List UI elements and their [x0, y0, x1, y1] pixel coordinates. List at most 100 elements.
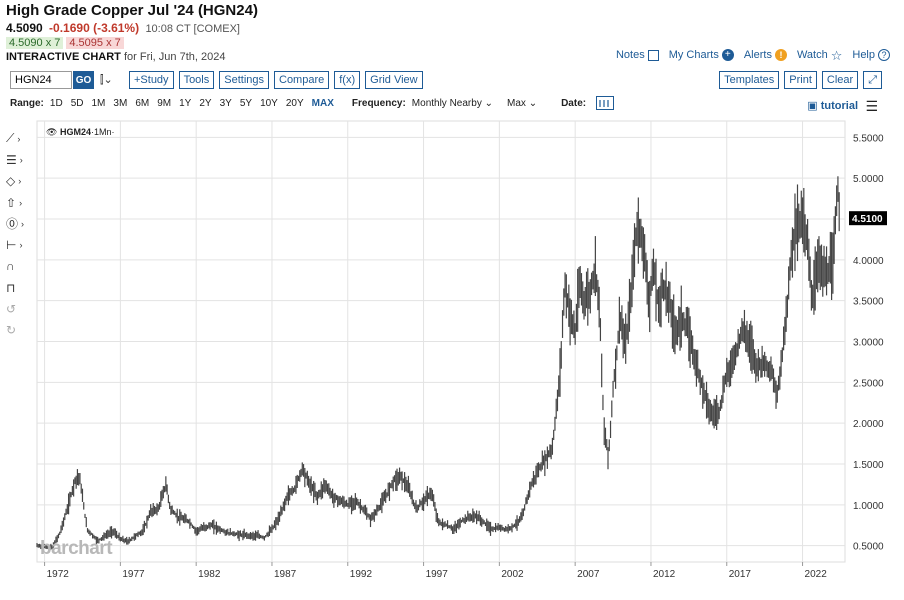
y-tick-label: 2.5000 [853, 378, 884, 389]
print-button[interactable]: Print [784, 71, 817, 89]
expand-button[interactable]: ⤢ [863, 71, 882, 89]
go-button[interactable]: GO [73, 71, 94, 89]
help-link[interactable]: Help? [852, 49, 890, 61]
range-option-3m[interactable]: 3M [113, 97, 128, 109]
ask-value: 4.5095 x 7 [66, 37, 124, 49]
chevron-down-icon: ⌄ [528, 97, 538, 109]
x-tick-label: 2007 [577, 569, 600, 580]
magnet-icon: ∩ [6, 259, 15, 274]
hamburger-menu-icon[interactable]: ☰ [865, 98, 878, 114]
help-label: Help [852, 49, 875, 61]
settings-button[interactable]: Settings [219, 71, 269, 89]
measure-tool[interactable]: ⊢ › [6, 234, 34, 255]
range-option-max[interactable]: MAX [311, 97, 334, 109]
tutorial-label: tutorial [820, 100, 858, 112]
range-options: 1D 5D 1M 3M 6M 9M 1Y 2Y 3Y 5Y 10Y 20Y MAX [50, 98, 342, 109]
range-option-6m[interactable]: 6M [135, 97, 150, 109]
notes-link[interactable]: Notes [616, 49, 659, 61]
chevron-right-icon: › [18, 176, 22, 187]
x-tick-label: 2022 [805, 569, 828, 580]
y-tick-label: 4.0000 [853, 256, 884, 267]
arrow-tool[interactable]: ⇧ › [6, 192, 34, 213]
chevron-right-icon: › [17, 133, 21, 144]
date-label: Date: [561, 97, 587, 109]
calendar-icon[interactable] [596, 96, 615, 110]
plus-icon: + [721, 49, 734, 61]
chevron-right-icon: › [21, 218, 25, 229]
x-tick-label: 1992 [350, 569, 373, 580]
x-tick-label: 1997 [426, 569, 449, 580]
top-links: Notes My Charts + Alerts! Watch ☆ Help? [616, 49, 890, 62]
chart-legend: 👁 HGM24·1Mn· [46, 127, 114, 138]
max-value: Max [507, 97, 526, 109]
tutorial-link[interactable]: ▣ tutorial [807, 99, 858, 112]
range-option-20y[interactable]: 20Y [285, 97, 304, 109]
chart-heading: INTERACTIVE CHART for Fri, Jun 7th, 2024 [6, 51, 225, 63]
list-tool[interactable]: ☰ › [6, 149, 34, 170]
x-tick-label: 2017 [729, 569, 752, 580]
watch-link[interactable]: Watch ☆ [797, 49, 842, 62]
tools-button[interactable]: Tools [178, 71, 215, 89]
legend-symbol: HGM24 [59, 127, 91, 137]
range-option-1m[interactable]: 1M [91, 97, 106, 109]
shape-tool[interactable]: ◇ › [6, 171, 34, 192]
annotation-tool[interactable]: ⓪ › [6, 213, 34, 234]
price-change: -0.1690 (-3.61%) [49, 21, 140, 35]
lock-tool[interactable]: ⊓ [6, 277, 34, 298]
frequency-select[interactable]: Monthly Nearby ⌄ [412, 98, 493, 109]
grid-view-button[interactable]: Grid View [365, 71, 423, 89]
up-arrow-icon: ⇧ [6, 195, 17, 210]
range-option-9m[interactable]: 9M [157, 97, 172, 109]
undo-tool[interactable]: ↺ [6, 298, 34, 319]
clear-button[interactable]: Clear [821, 71, 859, 89]
chart-type-select[interactable]: ⫿⌄ [100, 73, 124, 87]
chevron-down-icon: ⌄ [103, 74, 113, 86]
range-option-10y[interactable]: 10Y [260, 97, 278, 109]
range-label: Range: [10, 97, 44, 109]
y-tick-label: 2.0000 [853, 419, 884, 430]
line-icon: ⟋ [6, 131, 15, 146]
x-tick-label: 2012 [653, 569, 676, 580]
chart-label: INTERACTIVE CHART [6, 51, 121, 63]
range-option-5d[interactable]: 5D [70, 97, 84, 109]
question-icon: ? [878, 49, 890, 61]
chevron-right-icon: › [19, 154, 23, 165]
add-study-button[interactable]: +Study [129, 71, 174, 89]
y-tick-label: 1.5000 [853, 460, 884, 471]
mycharts-link[interactable]: My Charts + [669, 49, 734, 61]
line-tool[interactable]: ⟋ › [6, 128, 34, 149]
instrument-title: High Grade Copper Jul '24 (HGN24) [6, 2, 258, 19]
range-option-1y[interactable]: 1Y [179, 97, 192, 109]
templates-button[interactable]: Templates [719, 71, 780, 89]
alerts-link[interactable]: Alerts! [744, 49, 787, 61]
fx-button[interactable]: f(x) [334, 71, 361, 89]
x-tick-label: 1977 [122, 569, 145, 580]
x-tick-label: 1987 [274, 569, 297, 580]
last-price: 4.5090 [6, 21, 43, 35]
symbol-input[interactable] [10, 71, 72, 89]
compare-button[interactable]: Compare [274, 71, 330, 89]
range-option-5y[interactable]: 5Y [239, 97, 253, 109]
magnet-tool[interactable]: ∩ [6, 256, 34, 277]
y-tick-label: 3.0000 [853, 338, 884, 349]
x-tick-label: 2002 [501, 569, 524, 580]
eye-icon: 👁 [46, 127, 58, 137]
lock-icon: ⊓ [6, 280, 16, 295]
x-tick-label: 1982 [198, 569, 221, 580]
last-value-label: 4.5100 [852, 214, 883, 225]
range-option-2y[interactable]: 2Y [199, 97, 212, 109]
watermark-logo: barchart [40, 538, 113, 559]
right-toolbar: Templates Print Clear ⤢ [714, 71, 882, 89]
legend-interval: ·1Mn· [90, 127, 115, 137]
range-option-1d[interactable]: 1D [49, 97, 63, 109]
redo-icon: ↻ [6, 323, 17, 338]
expand-icon: ⤢ [868, 73, 877, 86]
range-option-3y[interactable]: 3Y [219, 97, 232, 109]
redo-tool[interactable]: ↻ [6, 320, 34, 341]
alerts-label: Alerts [743, 49, 772, 61]
frequency-label: Frequency: [351, 97, 406, 109]
y-tick-label: 5.5000 [853, 133, 884, 144]
chevron-right-icon: › [19, 197, 23, 208]
max-select[interactable]: Max ⌄ [507, 98, 537, 109]
